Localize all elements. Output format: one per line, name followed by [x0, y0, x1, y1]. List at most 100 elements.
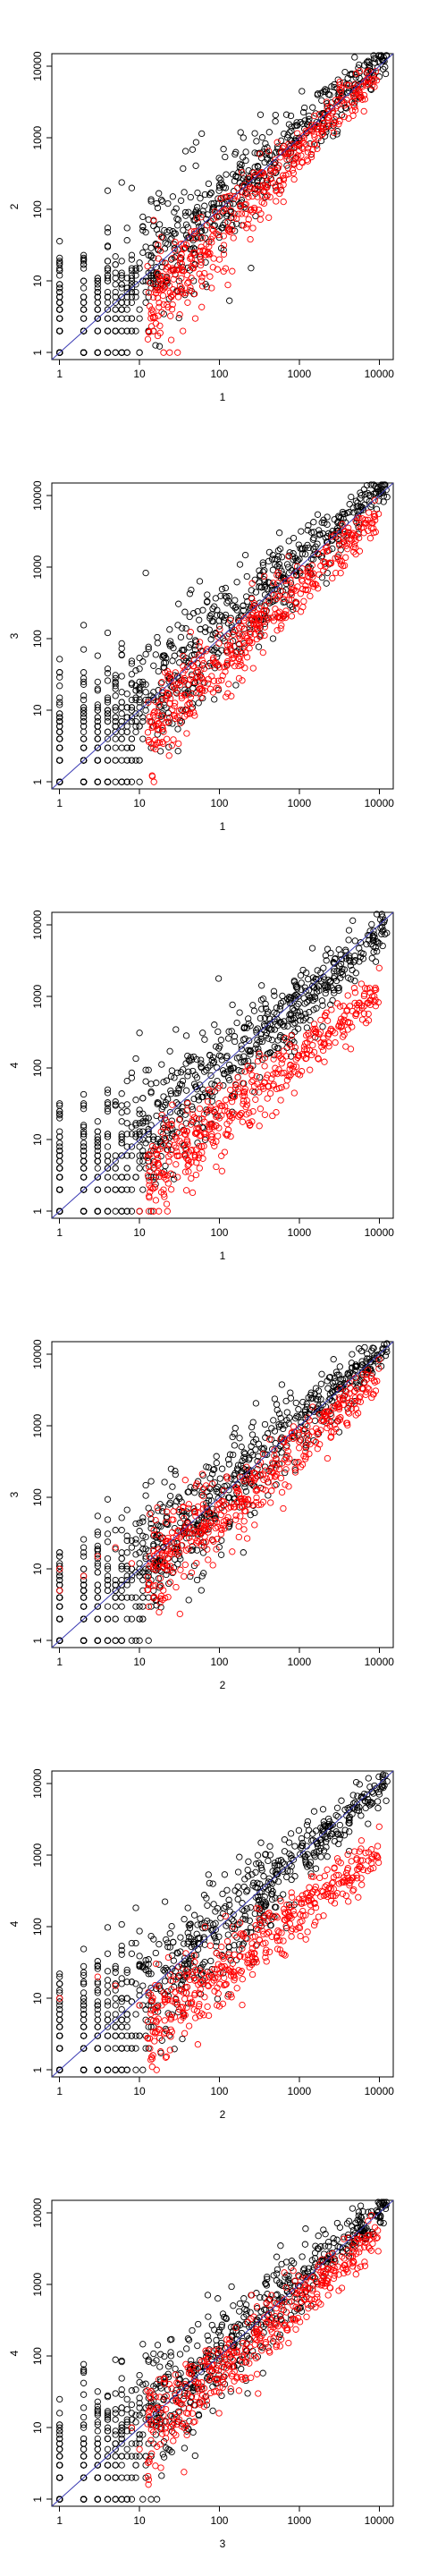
- data-point-highlighted: [235, 662, 242, 670]
- data-point: [253, 138, 260, 145]
- data-point: [136, 1143, 143, 1150]
- data-point: [155, 1507, 162, 1514]
- data-point-highlighted: [352, 1011, 359, 1018]
- data-point-highlighted: [182, 289, 189, 297]
- data-point: [305, 992, 312, 999]
- data-point: [298, 546, 306, 553]
- data-point-highlighted: [211, 1142, 218, 1149]
- data-point-highlighted: [196, 639, 204, 646]
- series-1-point: [104, 327, 112, 335]
- data-point-highlighted: [198, 243, 205, 250]
- data-point-highlighted: [347, 1046, 355, 1053]
- series-1-point: [94, 315, 101, 322]
- data-point: [233, 579, 240, 586]
- data-point-highlighted: [156, 1208, 163, 1215]
- data-point-highlighted: [223, 1131, 231, 1139]
- data-point-highlighted: [216, 625, 223, 633]
- data-point: [118, 744, 125, 751]
- data-point: [214, 975, 223, 982]
- data-point-highlighted: [162, 1123, 169, 1131]
- data-point-highlighted: [196, 673, 204, 681]
- data-point: [56, 315, 63, 322]
- data-point: [273, 1401, 281, 1408]
- data-point-highlighted: [371, 513, 379, 521]
- data-point: [123, 723, 130, 730]
- data-point: [214, 612, 221, 619]
- series-2-point: [240, 222, 248, 229]
- data-point: [80, 306, 88, 313]
- data-point: [154, 1538, 161, 1546]
- data-point-highlighted: [267, 614, 274, 622]
- data-point: [123, 306, 130, 313]
- y-tick-label: 10: [31, 275, 44, 287]
- series-1-point: [80, 349, 88, 356]
- data-point-highlighted: [259, 1083, 266, 1090]
- data-point: [142, 1140, 149, 1147]
- data-point-highlighted: [358, 96, 366, 103]
- data-point: [196, 616, 203, 623]
- data-point: [158, 1061, 165, 1068]
- data-point: [215, 174, 223, 182]
- data-point: [94, 275, 101, 282]
- data-point-highlighted: [203, 241, 210, 248]
- data-point: [374, 1351, 382, 1359]
- x-tick-label: 1: [56, 1226, 63, 1239]
- data-point: [104, 1530, 112, 1538]
- data-point-highlighted: [213, 1163, 220, 1171]
- data-point: [104, 1089, 112, 1097]
- data-point-highlighted: [160, 740, 167, 748]
- data-point: [80, 1143, 88, 1150]
- data-point-highlighted: [158, 272, 165, 280]
- data-point: [123, 1537, 130, 1545]
- data-point-highlighted: [184, 1162, 191, 1169]
- data-point: [80, 1157, 88, 1165]
- series-2-point: [230, 234, 237, 242]
- x-tick-label: 10000: [365, 368, 395, 380]
- data-point: [94, 1152, 101, 1159]
- data-point: [229, 222, 236, 229]
- data-point-highlighted: [180, 669, 187, 676]
- data-point-highlighted: [277, 587, 284, 595]
- data-point: [56, 258, 63, 265]
- data-point: [209, 605, 216, 613]
- series-1-point: [296, 134, 303, 141]
- data-point-highlighted: [350, 544, 358, 551]
- series-1-point: [94, 723, 101, 730]
- data-point-highlighted: [229, 226, 236, 233]
- data-point: [56, 1140, 63, 1147]
- data-point: [171, 1175, 178, 1182]
- data-point-highlighted: [265, 214, 273, 221]
- data-point: [197, 625, 204, 632]
- data-point: [252, 1446, 259, 1453]
- data-point-highlighted: [167, 267, 174, 274]
- data-point-highlighted: [150, 1161, 157, 1168]
- data-point: [272, 555, 279, 563]
- data-point-highlighted: [183, 730, 190, 737]
- data-point: [319, 1023, 326, 1030]
- data-point-highlighted: [260, 606, 268, 614]
- data-point: [104, 229, 112, 236]
- data-point-highlighted: [245, 1119, 253, 1126]
- data-point: [128, 251, 136, 258]
- data-point-highlighted: [209, 689, 217, 696]
- y-tick-label: 1: [31, 779, 44, 785]
- data-point-highlighted: [171, 685, 179, 692]
- data-point: [233, 606, 240, 614]
- data-point-highlighted: [173, 266, 181, 274]
- data-point-highlighted: [286, 1041, 293, 1048]
- data-point: [132, 1569, 139, 1576]
- data-point-highlighted: [267, 175, 274, 183]
- data-point-highlighted: [307, 153, 315, 161]
- data-point: [378, 482, 385, 490]
- data-point-highlighted: [199, 679, 206, 686]
- data-point-highlighted: [277, 1097, 284, 1104]
- series-1-point: [56, 744, 63, 751]
- data-point: [218, 225, 225, 232]
- data-point: [265, 1008, 272, 1015]
- data-point: [259, 995, 267, 1003]
- data-point: [147, 1515, 155, 1522]
- data-point: [187, 1572, 194, 1580]
- data-point-highlighted: [235, 674, 243, 682]
- data-point-highlighted: [339, 1019, 347, 1026]
- data-point: [174, 622, 181, 629]
